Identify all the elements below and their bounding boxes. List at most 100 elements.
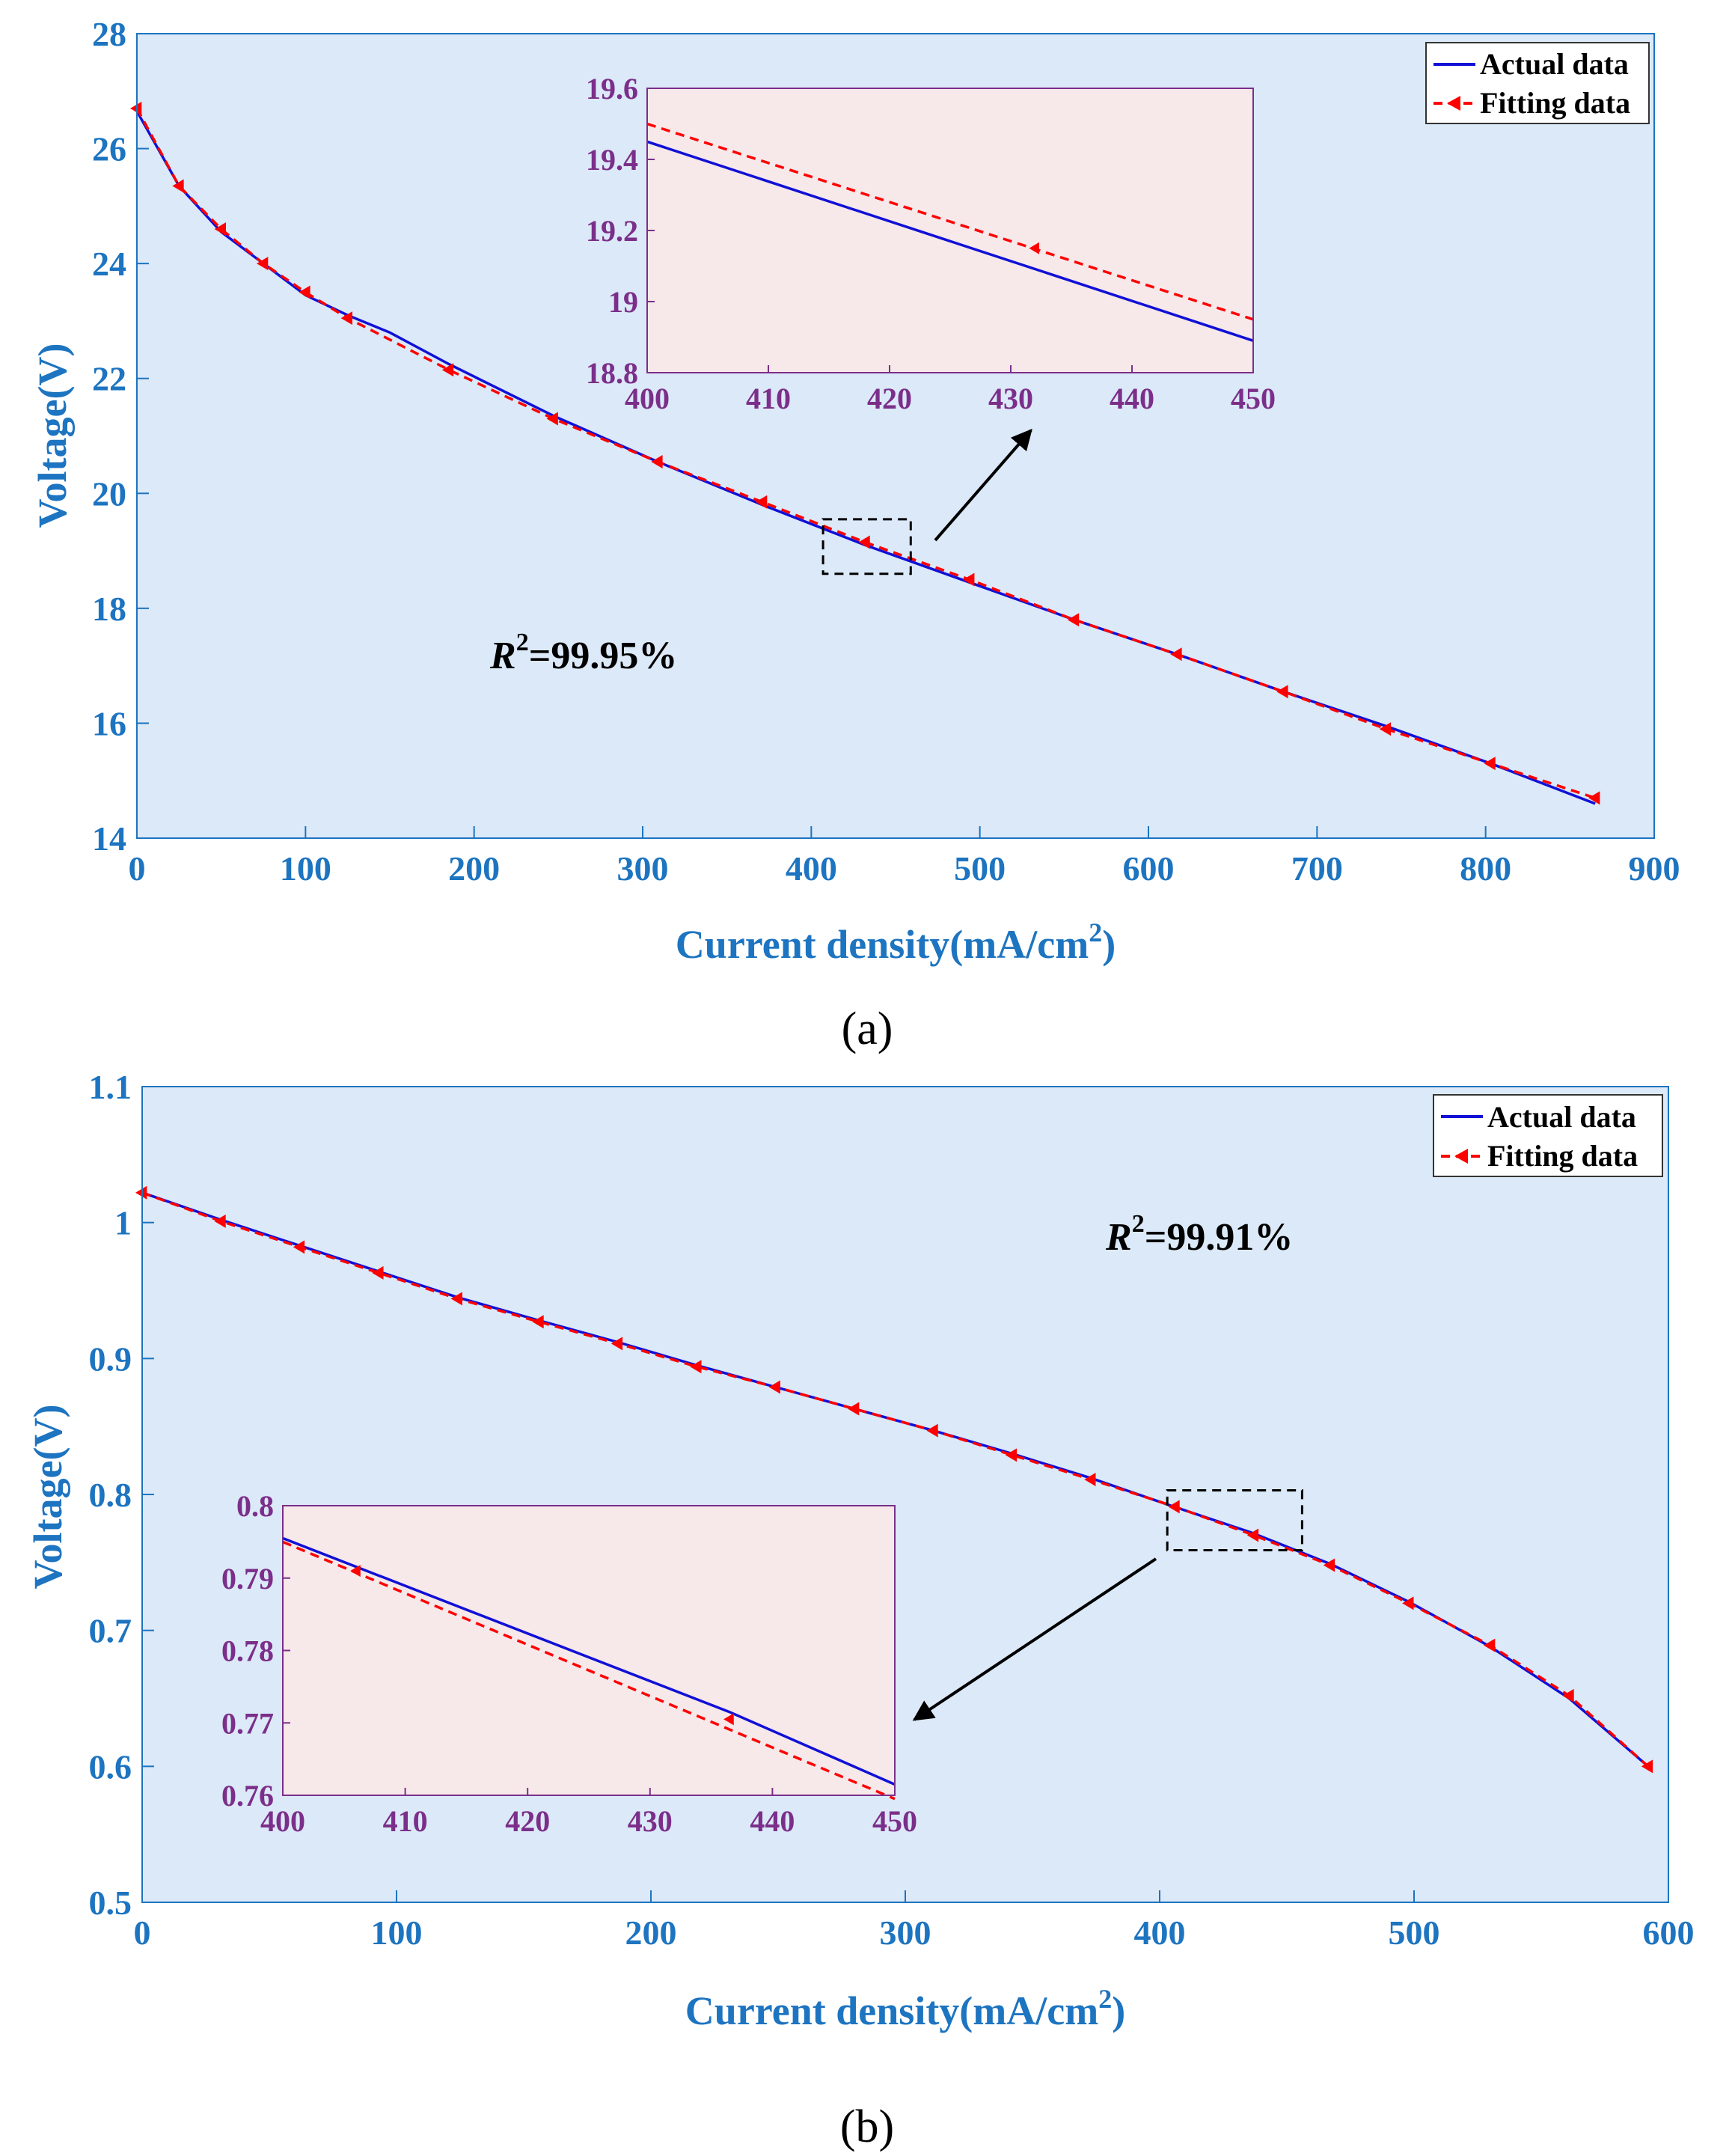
chart-a-y-tick-label: 20 [92,474,126,513]
chart-b-y-tick-label: 0.7 [89,1612,132,1650]
chart-a-x-tick-label: 700 [1291,849,1343,888]
chart-a-zoom-arrow [934,428,1032,542]
chart-b-legend-actual-label: Actual data [1487,1100,1636,1134]
chart-a-legend-actual-label: Actual data [1480,47,1629,81]
chart-a: 0 100 200 300 400 500 600 700 800 900 14 16 18 20 22 2… [30,15,1680,1054]
chart-b-lines [141,1191,1649,1768]
chart-b-x-tick-label: 200 [625,1914,677,1952]
chart-a-x-tick-label: 800 [1460,849,1511,888]
chart-a-fitting-point [1379,722,1392,736]
chart-a-fitting-point [441,363,454,377]
chart-b-inset-fitting-line [282,1540,896,1801]
chart-a-inset-y-tick-label: 19.2 [586,214,638,248]
chart-a-fitting-point [1067,613,1080,627]
chart-a-x-tick-label: 900 [1629,849,1680,888]
chart-a-inset-markers [1029,242,1039,254]
chart-b-y-tick-label: 0.8 [89,1476,132,1514]
chart-b-inset-markers [350,1565,734,1726]
chart-b-fitting-point [135,1185,147,1200]
chart-b-fitting-point [1084,1473,1096,1487]
chart-b-r2-annotation: R2=99.91% [1105,1210,1293,1259]
chart-b-inset-y-ticks: 0.76 0.77 0.78 0.79 0.8 [221,1489,290,1813]
chart-a-fitting-point [214,222,226,236]
chart-b-inset: 400 410 420 430 440 450 0.76 0.77 0.78 0.79 0.8 [221,1489,917,1838]
chart-a-zoom-box [821,518,912,575]
chart-b-fitting-point [690,1360,702,1374]
chart-a-inset-x-ticks: 400 410 420 430 440 450 [625,365,1276,415]
chart-b-inset-frame [282,1505,896,1796]
chart-b-fitting-point [1484,1638,1496,1652]
chart-b-zoom-box [1166,1489,1303,1551]
chart-b-inset-y-tick-label: 0.76 [221,1779,274,1813]
chart-a-fitting-point [299,285,310,299]
chart-b: 0 100 200 300 400 500 600 0.50.60.70.80.911.1 … [25,1068,1695,2152]
chart-b-y-tick-label: 0.5 [89,1884,132,1922]
chart-a-fitting-point [858,535,870,549]
chart-a-x-tick-label: 200 [448,849,500,888]
chart-b-inset-y-tick-label: 0.77 [221,1706,274,1740]
chart-b-inset-lines [282,1536,896,1801]
chart-b-inset-fitting-point [723,1713,734,1726]
chart-b-x-tick-label: 500 [1389,1914,1440,1952]
chart-b-y-tick-label: 0.9 [89,1340,132,1378]
chart-b-y-tick-label: 0.6 [89,1747,132,1786]
chart-a-inset-lines [646,122,1254,342]
chart-a-inset-x-tick-label: 430 [988,382,1033,415]
chart-a-x-tick-label: 400 [786,849,837,888]
chart-a-inset-fitting-point [1029,242,1039,254]
chart-a-fitting-point [1484,757,1496,771]
chart-a-y-tick-label: 28 [92,15,126,53]
chart-b-x-tick-label: 600 [1643,1914,1695,1952]
chart-b-fitting-point [1641,1759,1653,1774]
chart-a-legend: Actual data Fitting data [1425,42,1650,124]
chart-a-inset-actual-line [646,140,1254,342]
chart-a-fitting-point [651,455,663,469]
chart-b-inset-x-tick-label: 430 [628,1804,673,1838]
chart-a-y-tick-label: 16 [92,704,126,742]
chart-b-x-tick-label: 0 [134,1914,151,1952]
chart-a-fitting-point [755,495,768,509]
chart-b-inset-y-tick-label: 0.78 [221,1634,274,1668]
chart-b-fitting-point [848,1402,860,1416]
chart-a-fitting-point [172,179,184,193]
chart-b-fitting-point [293,1240,305,1254]
chart-a-x-tick-label: 500 [954,849,1006,888]
chart-a-x-axis-label: Current density(mA/cm2) [676,917,1116,967]
chart-a-x-tick-label: 300 [617,849,669,888]
chart-a-inset-x-tick-label: 440 [1110,382,1154,415]
chart-a-legend-box [1425,42,1650,124]
chart-b-y-axis-label: Voltage(V) [25,1405,70,1589]
chart-b-x-ticks: 0 100 200 300 400 500 600 [134,1890,1695,1952]
chart-a-inset-x-tick-label: 420 [867,382,912,415]
chart-b-frame [141,1086,1669,1903]
chart-b-x-axis-label: Current density(mA/cm2) [685,1984,1125,2033]
chart-b-inset-y-tick-label: 0.79 [221,1562,274,1595]
chart-a-r2-annotation: R2=99.95% [489,629,677,677]
chart-b-fitting-point [1246,1528,1259,1542]
chart-b-zoom-arrow [912,1557,1157,1721]
chart-a-inset-y-tick-label: 18.8 [586,356,638,390]
chart-b-zoom-rect [1166,1489,1303,1551]
chart-b-fitting-point [1168,1500,1180,1514]
chart-a-y-tick-label: 18 [92,590,126,628]
chart-a-fitting-point [340,311,352,326]
chart-a-y-tick-label: 14 [92,819,126,858]
chart-b-legend: Actual data Fitting data [1433,1094,1663,1177]
chart-a-inset-fitting-line [646,122,1254,321]
chart-a-inset-plot-area [647,88,1253,373]
chart-b-fitting-point [450,1292,462,1306]
chart-a-inset-y-tick-label: 19 [608,285,638,319]
chart-a-inset-y-ticks: 18.8 19 19.2 19.4 19.6 [586,72,655,390]
chart-b-legend-fitting-marker [1454,1149,1468,1164]
chart-b-y-tick-label: 1.1 [89,1068,132,1106]
chart-b-inset-fitting-point [350,1565,361,1578]
chart-a-inset-x-tick-label: 410 [746,382,791,415]
chart-b-inset-x-tick-label: 410 [383,1804,428,1838]
chart-b-inset-x-tick-label: 440 [750,1804,795,1838]
chart-b-fitting-point [611,1337,623,1351]
chart-a-fitting-point [546,412,558,426]
chart-a-fitting-point [1276,685,1288,699]
chart-b-y-ticks: 0.5 0.6 0.7 0.8 0.9 1 1.1 [89,1068,154,1922]
chart-a-y-ticks: 14 16 18 20 22 24 26 28 [92,15,149,858]
